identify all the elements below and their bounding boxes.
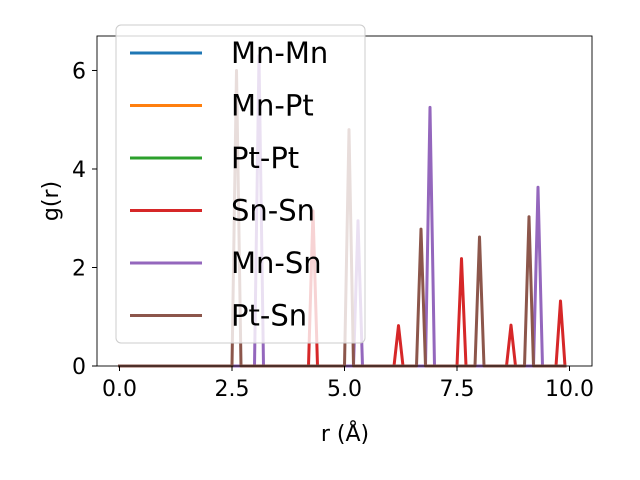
x-tick-label: 7.5 <box>440 377 475 402</box>
legend-box <box>115 24 366 344</box>
legend-label: Mn-Mn <box>231 36 328 70</box>
y-axis: 0 2 4 6 <box>72 59 97 380</box>
legend: Mn-Mn Mn-Pt Pt-Pt Sn-Sn Mn-Sn Pt-Sn <box>115 24 366 344</box>
legend-label: Sn-Sn <box>231 194 315 228</box>
y-tick-label: 2 <box>72 256 86 281</box>
x-tick-label: 5.0 <box>327 377 362 402</box>
legend-label: Mn-Pt <box>231 89 314 123</box>
y-axis-title: g(r) <box>39 181 64 221</box>
x-axis: 0.0 2.5 5.0 7.5 10.0 <box>102 366 594 402</box>
x-tick-label: 2.5 <box>215 377 250 402</box>
y-tick-label: 6 <box>72 59 86 84</box>
legend-entries: Mn-Mn Mn-Pt Pt-Pt Sn-Sn Mn-Sn Pt-Sn <box>130 36 328 333</box>
x-axis-title: r (Å) <box>321 420 369 447</box>
y-tick-label: 4 <box>72 158 86 183</box>
legend-label: Pt-Pt <box>231 141 299 175</box>
x-tick-label: 10.0 <box>545 377 594 402</box>
y-tick-label: 0 <box>72 355 86 380</box>
legend-label: Mn-Sn <box>231 246 322 280</box>
x-tick-label: 0.0 <box>102 377 137 402</box>
legend-label: Pt-Sn <box>231 299 307 333</box>
